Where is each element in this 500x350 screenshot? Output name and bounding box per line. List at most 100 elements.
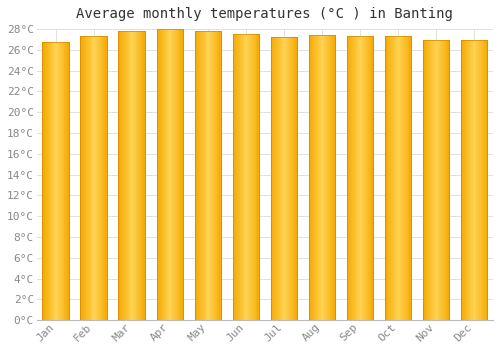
Bar: [443, 41, 444, 320]
Bar: [364, 36, 365, 320]
Bar: [325, 35, 326, 320]
Bar: [213, 31, 214, 320]
Bar: [165, 29, 166, 320]
Bar: [483, 41, 484, 320]
Bar: [460, 41, 462, 320]
Bar: [174, 29, 175, 320]
Bar: [322, 35, 324, 320]
Bar: [47, 42, 48, 320]
Bar: [275, 37, 276, 320]
Bar: [156, 29, 158, 320]
Bar: [289, 37, 290, 320]
Bar: [52, 42, 54, 320]
Bar: [460, 41, 487, 320]
Bar: [206, 31, 208, 320]
Bar: [209, 31, 210, 320]
Bar: [248, 34, 249, 320]
Bar: [430, 41, 431, 320]
Bar: [134, 31, 135, 320]
Bar: [239, 34, 240, 320]
Bar: [278, 37, 279, 320]
Bar: [124, 31, 125, 320]
Bar: [142, 31, 144, 320]
Bar: [384, 36, 411, 320]
Bar: [362, 36, 363, 320]
Bar: [176, 29, 178, 320]
Bar: [270, 37, 272, 320]
Bar: [54, 42, 56, 320]
Bar: [460, 41, 487, 320]
Bar: [252, 34, 253, 320]
Bar: [351, 36, 352, 320]
Bar: [367, 36, 368, 320]
Bar: [350, 36, 351, 320]
Bar: [216, 31, 218, 320]
Bar: [164, 29, 165, 320]
Bar: [318, 35, 320, 320]
Bar: [424, 41, 426, 320]
Bar: [161, 29, 162, 320]
Bar: [393, 36, 394, 320]
Bar: [288, 37, 289, 320]
Bar: [356, 36, 358, 320]
Bar: [42, 42, 69, 320]
Bar: [104, 36, 105, 320]
Bar: [220, 31, 221, 320]
Bar: [406, 36, 408, 320]
Bar: [166, 29, 168, 320]
Bar: [346, 36, 348, 320]
Bar: [182, 29, 183, 320]
Bar: [312, 35, 313, 320]
Bar: [256, 34, 258, 320]
Bar: [162, 29, 163, 320]
Bar: [56, 42, 57, 320]
Bar: [241, 34, 242, 320]
Bar: [125, 31, 126, 320]
Bar: [468, 41, 469, 320]
Bar: [334, 35, 335, 320]
Bar: [470, 41, 471, 320]
Bar: [370, 36, 372, 320]
Bar: [446, 41, 448, 320]
Bar: [210, 31, 211, 320]
Bar: [276, 37, 277, 320]
Bar: [335, 35, 336, 320]
Bar: [372, 36, 374, 320]
Bar: [242, 34, 244, 320]
Bar: [291, 37, 292, 320]
Bar: [42, 42, 43, 320]
Bar: [310, 35, 312, 320]
Bar: [390, 36, 391, 320]
Bar: [294, 37, 296, 320]
Bar: [132, 31, 133, 320]
Bar: [462, 41, 464, 320]
Bar: [48, 42, 49, 320]
Bar: [44, 42, 45, 320]
Bar: [330, 35, 332, 320]
Bar: [64, 42, 66, 320]
Bar: [469, 41, 470, 320]
Bar: [62, 42, 64, 320]
Bar: [86, 36, 87, 320]
Bar: [160, 29, 161, 320]
Bar: [218, 31, 220, 320]
Bar: [88, 36, 90, 320]
Bar: [126, 31, 127, 320]
Bar: [180, 29, 182, 320]
Bar: [404, 36, 405, 320]
Bar: [429, 41, 430, 320]
Bar: [107, 36, 108, 320]
Bar: [194, 31, 221, 320]
Bar: [279, 37, 280, 320]
Bar: [170, 29, 171, 320]
Bar: [126, 31, 128, 320]
Bar: [128, 31, 130, 320]
Bar: [201, 31, 202, 320]
Bar: [96, 36, 97, 320]
Bar: [49, 42, 50, 320]
Bar: [100, 36, 102, 320]
Bar: [448, 41, 450, 320]
Bar: [234, 34, 236, 320]
Bar: [145, 31, 146, 320]
Bar: [118, 31, 120, 320]
